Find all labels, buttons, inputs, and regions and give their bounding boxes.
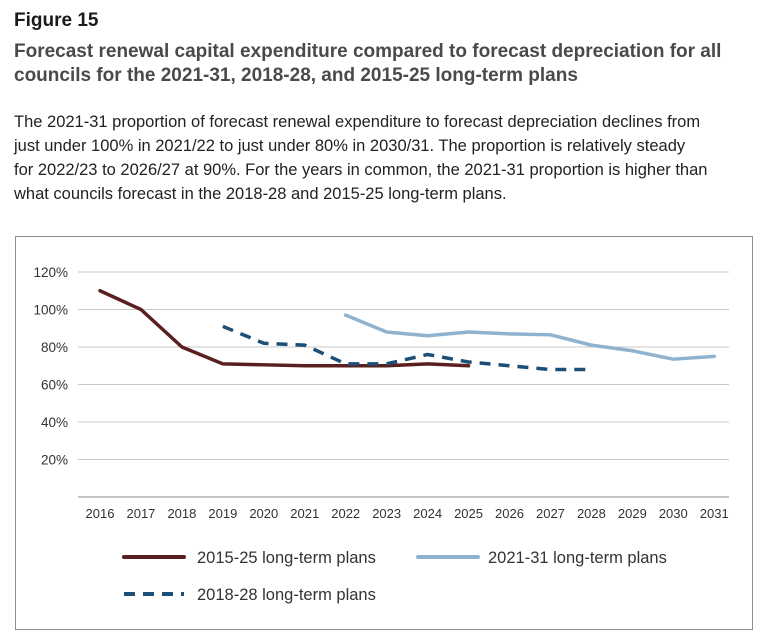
x-tick-label: 2024 <box>413 506 442 521</box>
x-tick-label: 2016 <box>86 506 115 521</box>
series-lines <box>98 289 716 372</box>
x-tick-label: 2017 <box>126 506 155 521</box>
series-line <box>222 324 592 372</box>
x-tick-label: 2026 <box>495 506 524 521</box>
y-tick-label: 120% <box>33 265 68 280</box>
legend-label: 2018-28 long-term plans <box>197 586 376 604</box>
figure-title-line-2: councils for the 2021-31, 2018-28, and 2… <box>14 65 578 86</box>
x-tick-label: 2022 <box>331 506 360 521</box>
figure-description-line-2: just under 100% in 2021/22 to just under… <box>14 137 686 155</box>
y-tick-label: 80% <box>41 340 68 355</box>
x-tick-label: 2031 <box>700 506 729 521</box>
x-tick-label: 2021 <box>290 506 319 521</box>
series-line <box>98 289 471 368</box>
legend: 2015-25 long-term plans 2021-31 long-term… <box>122 549 667 604</box>
y-axis-ticks: 20% 40% 60% 80% 100% 120% <box>33 265 68 468</box>
y-tick-label: 100% <box>33 303 68 318</box>
figure-description-line-3: for 2022/23 to 2026/27 at 90%. For the y… <box>14 161 708 179</box>
x-tick-label: 2025 <box>454 506 483 521</box>
line-chart: 20% 40% 60% 80% 100% 120% 2016 2017 2018 2019 202… <box>33 265 729 604</box>
x-tick-label: 2027 <box>536 506 565 521</box>
x-tick-label: 2020 <box>249 506 278 521</box>
y-tick-label: 20% <box>41 453 68 468</box>
x-tick-label: 2018 <box>167 506 196 521</box>
figure-title: Forecast renewal capital expenditure com… <box>14 40 754 88</box>
figure-description-line-4: what councils forecast in the 2018-28 an… <box>14 185 507 203</box>
y-tick-label: 60% <box>41 378 68 393</box>
legend-label: 2021-31 long-term plans <box>488 549 667 567</box>
figure-description: The 2021-31 proportion of forecast renew… <box>14 110 759 206</box>
figure-description-line-1: The 2021-31 proportion of forecast renew… <box>14 113 701 131</box>
x-tick-label: 2029 <box>618 506 647 521</box>
figure-label: Figure 15 <box>14 10 99 31</box>
series-line <box>343 313 716 361</box>
x-tick-label: 2028 <box>577 506 606 521</box>
figure-title-line-1: Forecast renewal capital expenditure com… <box>14 41 722 62</box>
y-tick-label: 40% <box>41 415 68 430</box>
chart-frame: 20% 40% 60% 80% 100% 120% 2016 2017 2018 2019 202… <box>15 236 753 630</box>
x-axis-ticks: 2016 2017 2018 2019 2020 2021 2022 2023 2024 2025… <box>86 506 729 521</box>
legend-label: 2015-25 long-term plans <box>197 549 376 567</box>
x-tick-label: 2019 <box>208 506 237 521</box>
gridlines <box>78 271 729 498</box>
x-tick-label: 2023 <box>372 506 401 521</box>
x-tick-label: 2030 <box>659 506 688 521</box>
